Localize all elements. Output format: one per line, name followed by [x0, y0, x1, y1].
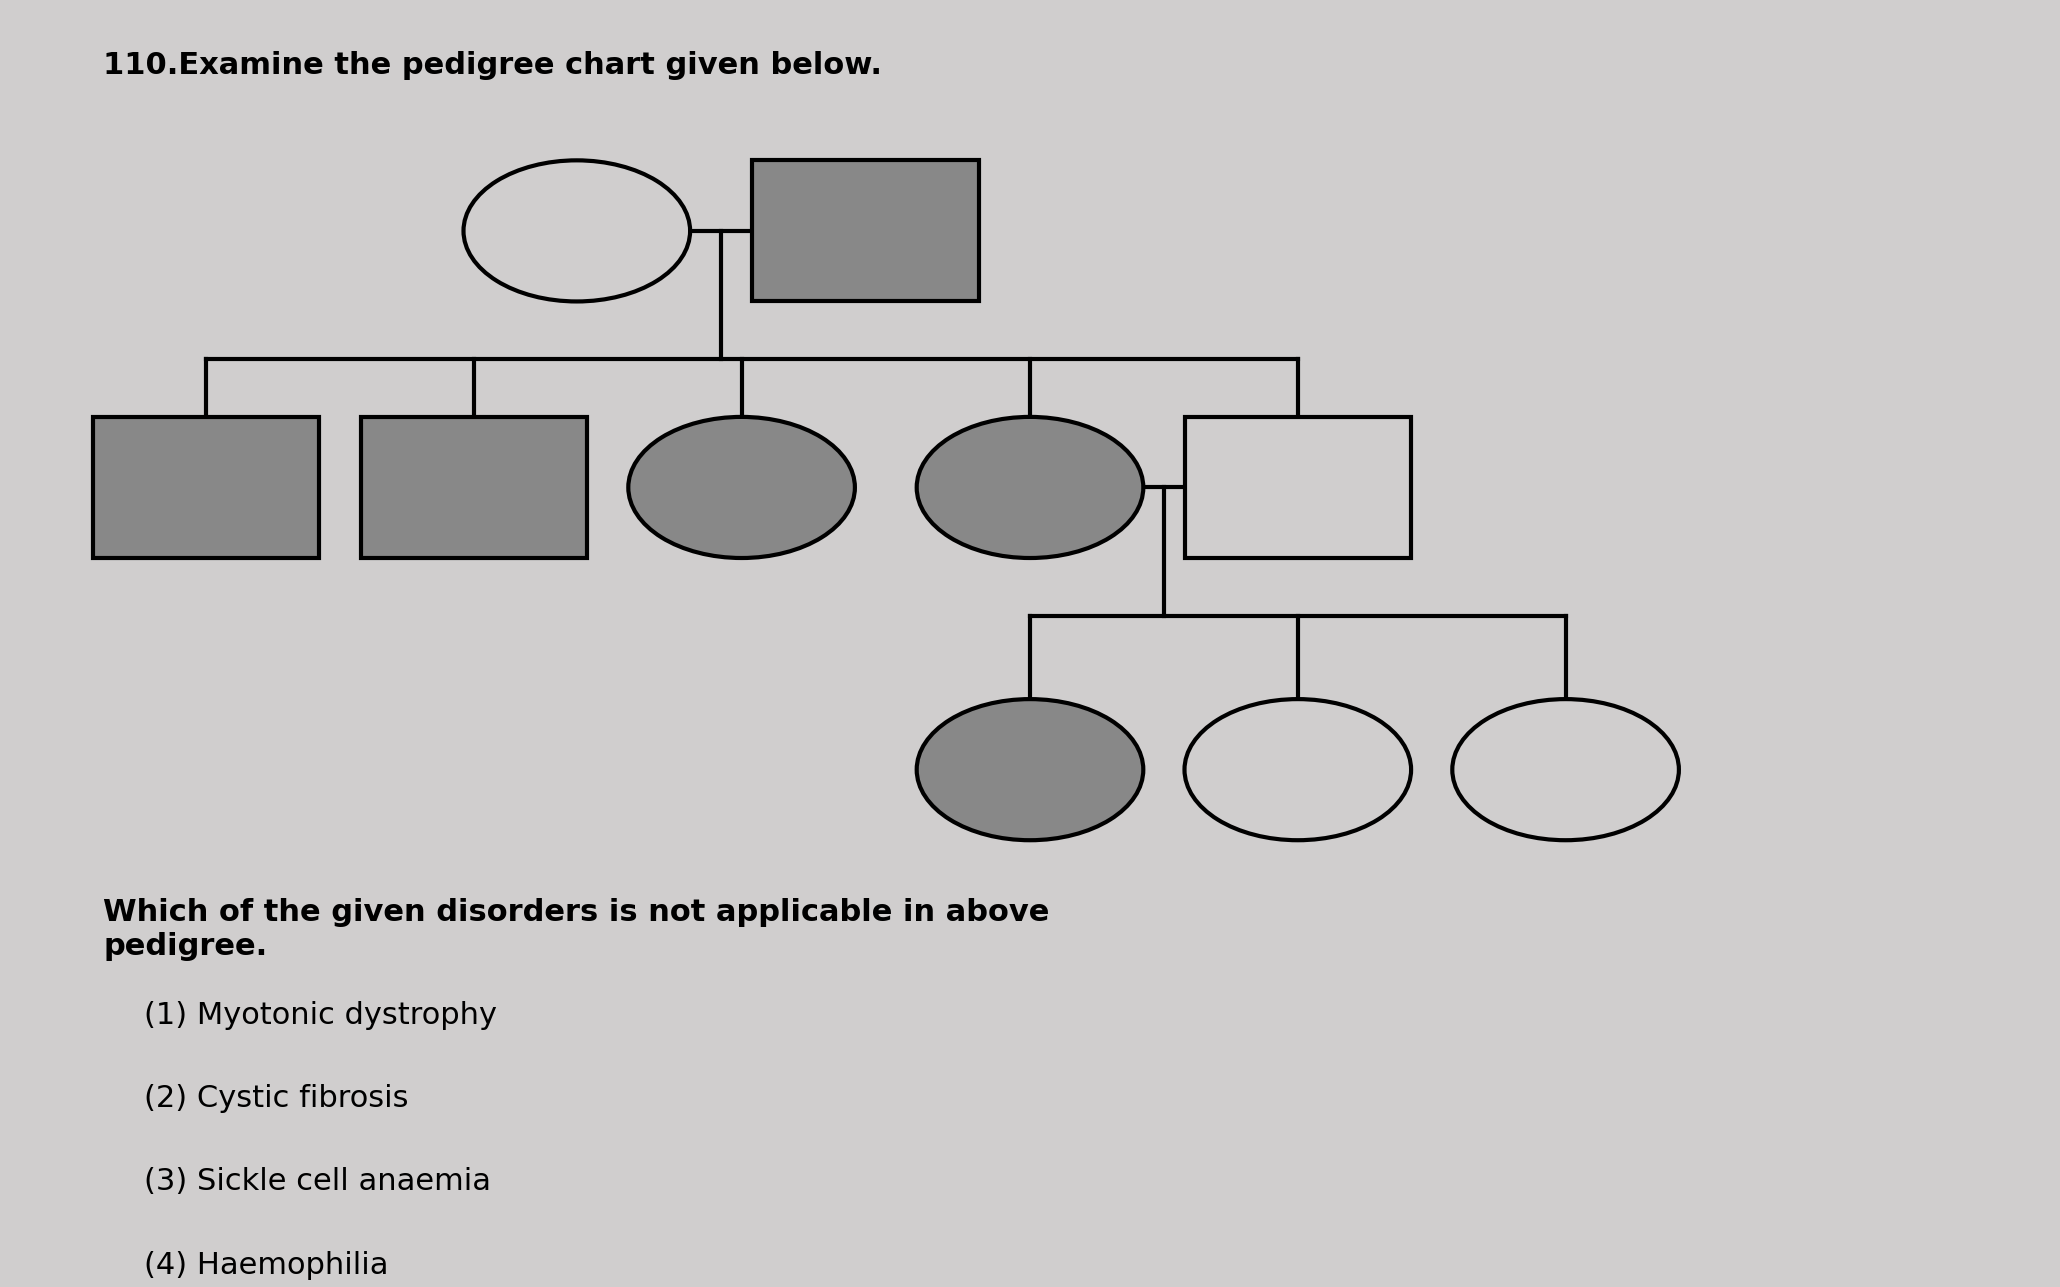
FancyBboxPatch shape [360, 417, 587, 559]
Text: Which of the given disorders is not applicable in above
pedigree.: Which of the given disorders is not appl… [103, 898, 1049, 960]
Text: (1) Myotonic dystrophy: (1) Myotonic dystrophy [144, 1000, 496, 1030]
Text: (4) Haemophilia: (4) Haemophilia [144, 1251, 389, 1279]
Circle shape [1184, 699, 1411, 840]
Text: (2) Cystic fibrosis: (2) Cystic fibrosis [144, 1084, 408, 1113]
Text: 110.Examine the pedigree chart given below.: 110.Examine the pedigree chart given bel… [103, 51, 882, 80]
Circle shape [917, 417, 1143, 559]
Text: (3) Sickle cell anaemia: (3) Sickle cell anaemia [144, 1167, 490, 1197]
FancyBboxPatch shape [752, 161, 978, 301]
Circle shape [628, 417, 855, 559]
FancyBboxPatch shape [1184, 417, 1411, 559]
Circle shape [464, 161, 690, 301]
FancyBboxPatch shape [93, 417, 319, 559]
Circle shape [917, 699, 1143, 840]
Circle shape [1452, 699, 1679, 840]
